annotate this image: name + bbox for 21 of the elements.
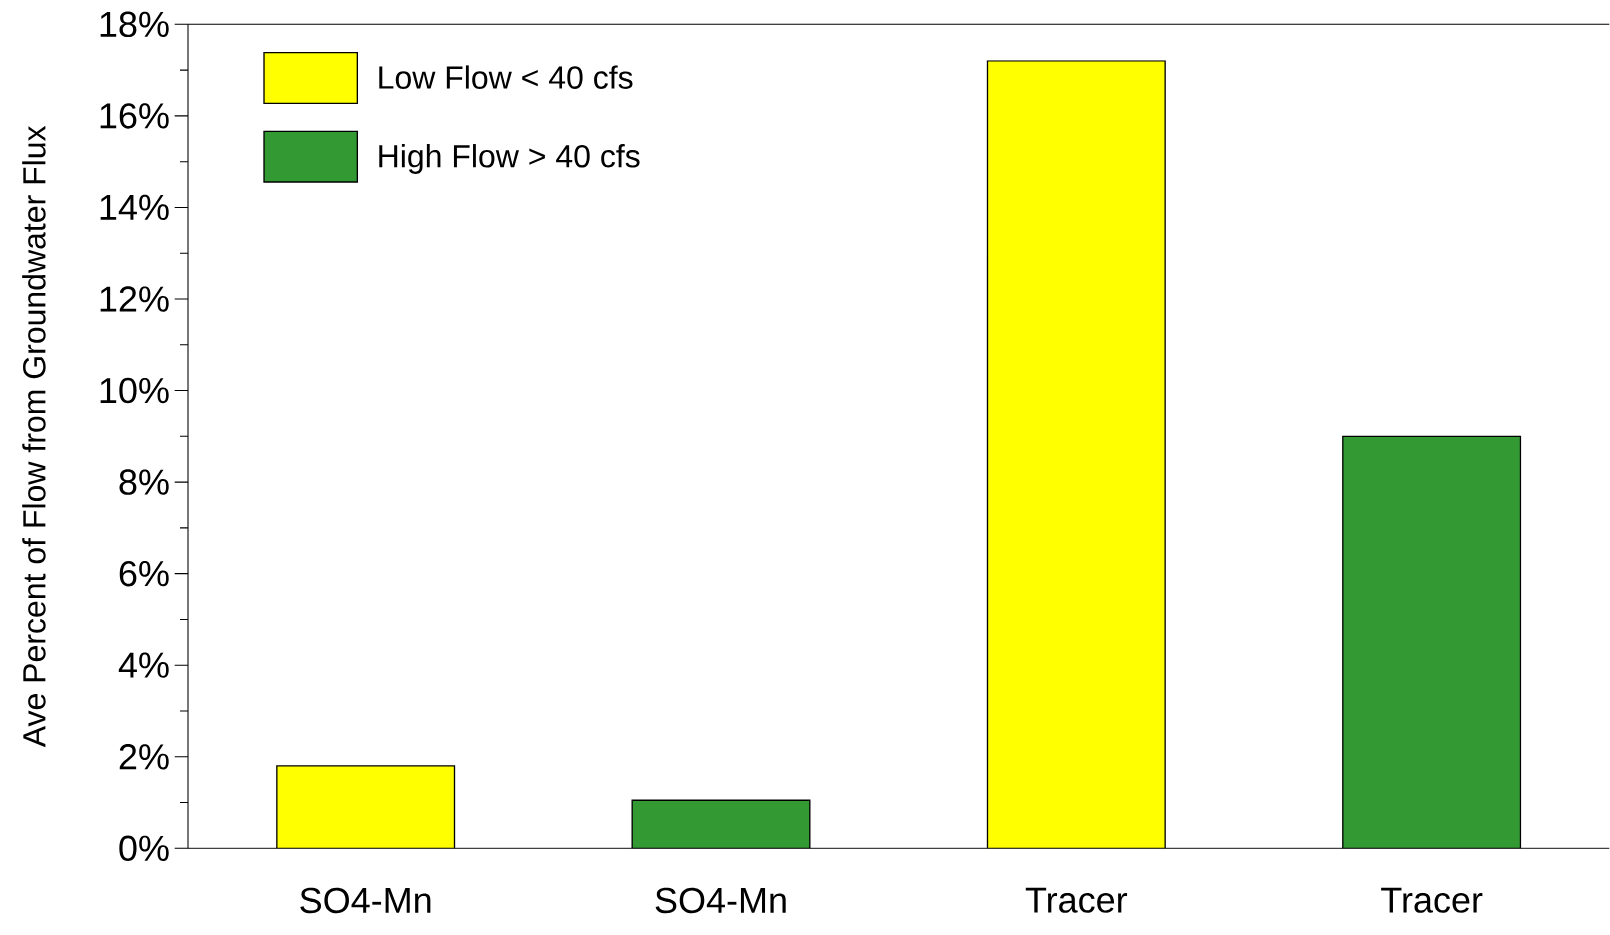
y-tick-label: 0%	[119, 835, 169, 862]
x-tick-label: Tracer	[1025, 887, 1128, 913]
bar	[986, 60, 1166, 849]
y-tick-label: 6%	[119, 560, 169, 587]
y-axis-title: Ave Percent of Flow from Groundwater Flux	[22, 125, 46, 748]
y-tick-label: 2%	[119, 744, 169, 770]
bar	[631, 799, 811, 849]
bar	[1342, 435, 1522, 849]
bar	[276, 765, 456, 849]
x-tick-label: Tracer	[1381, 887, 1483, 913]
y-tick-label: 14%	[100, 194, 169, 221]
legend-label: High Flow > 40 cfs	[379, 144, 640, 174]
y-tick-label: 12%	[100, 286, 169, 312]
y-tick-label: 4%	[118, 652, 169, 678]
x-tick-label: SO4-Mn	[300, 887, 431, 914]
legend-label: Low Flow < 40 cfs	[379, 65, 633, 89]
y-tick-label: 18%	[100, 11, 169, 38]
x-tick-label: SO4-Mn	[655, 887, 786, 914]
y-tick-label: 8%	[119, 469, 169, 495]
y-tick-label: 10%	[100, 377, 169, 404]
y-tick-label: 16%	[100, 103, 169, 129]
